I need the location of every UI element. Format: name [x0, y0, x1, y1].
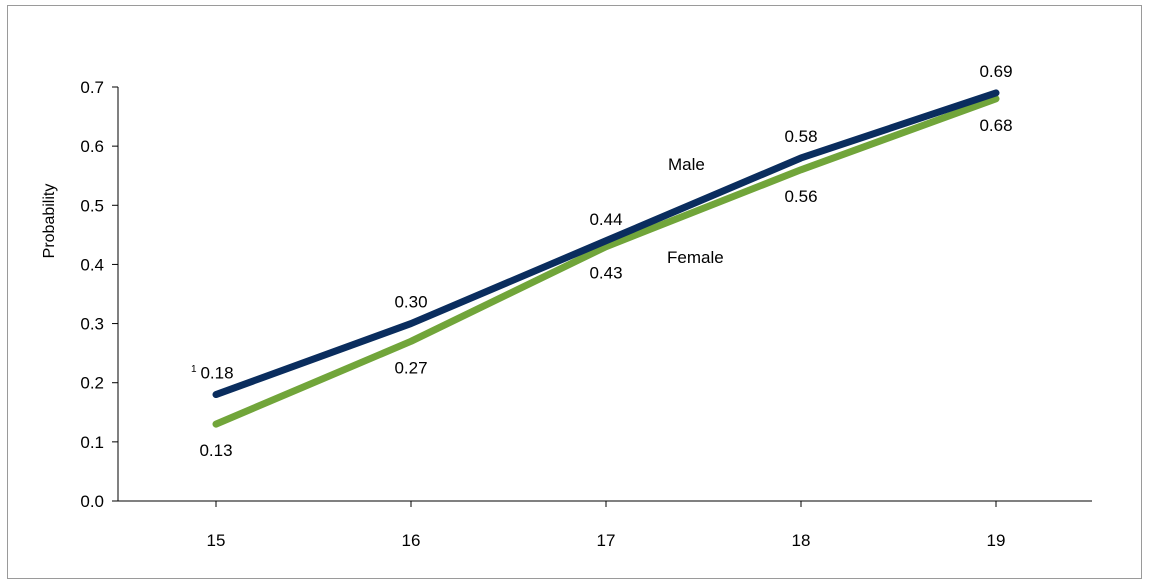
y-tick-label: 0.7	[80, 78, 104, 97]
axes: 0.0 0.1 0.2 0.3 0.4 0.5 0.6 0.7 15 16 17 18 19	[80, 78, 1092, 550]
data-label-female: 0.56	[784, 187, 817, 206]
data-label-male: 0.69	[979, 62, 1012, 81]
series-label-male: Male	[668, 155, 705, 174]
y-axis-title: Probability	[41, 184, 58, 259]
y-tick-label: 0.1	[80, 433, 104, 452]
data-label-male: 0.58	[784, 127, 817, 146]
series-lines	[212, 89, 1000, 428]
y-tick-label: 0.0	[80, 492, 104, 511]
data-label-female: 0.68	[979, 116, 1012, 135]
data-labels: 0.18 0.30 0.44 0.58 0.69 0.13 0.27 0.43 0.56 0.68	[199, 62, 1012, 460]
data-label-male: 0.18	[200, 364, 233, 383]
x-tick-label: 19	[987, 531, 1006, 550]
series-line-male	[212, 89, 1000, 399]
data-label-female: 0.27	[394, 358, 427, 377]
data-label-female: 0.43	[589, 264, 622, 283]
x-tick-label: 17	[597, 531, 616, 550]
x-tick-label: 16	[402, 531, 421, 550]
y-tick-label: 0.2	[80, 374, 104, 393]
x-tick-label: 18	[792, 531, 811, 550]
footnote-marker: 1	[191, 364, 197, 375]
y-tick-label: 0.6	[80, 137, 104, 156]
y-tick-label: 0.4	[80, 255, 104, 274]
series-line-female	[212, 95, 1000, 428]
data-label-male: 0.44	[589, 210, 622, 229]
series-label-female: Female	[667, 248, 724, 267]
x-tick-label: 15	[207, 531, 226, 550]
data-label-female: 0.13	[199, 441, 232, 460]
y-tick-label: 0.5	[80, 196, 104, 215]
data-label-male: 0.30	[394, 293, 427, 312]
y-tick-label: 0.3	[80, 315, 104, 334]
chart-frame	[7, 5, 1142, 579]
